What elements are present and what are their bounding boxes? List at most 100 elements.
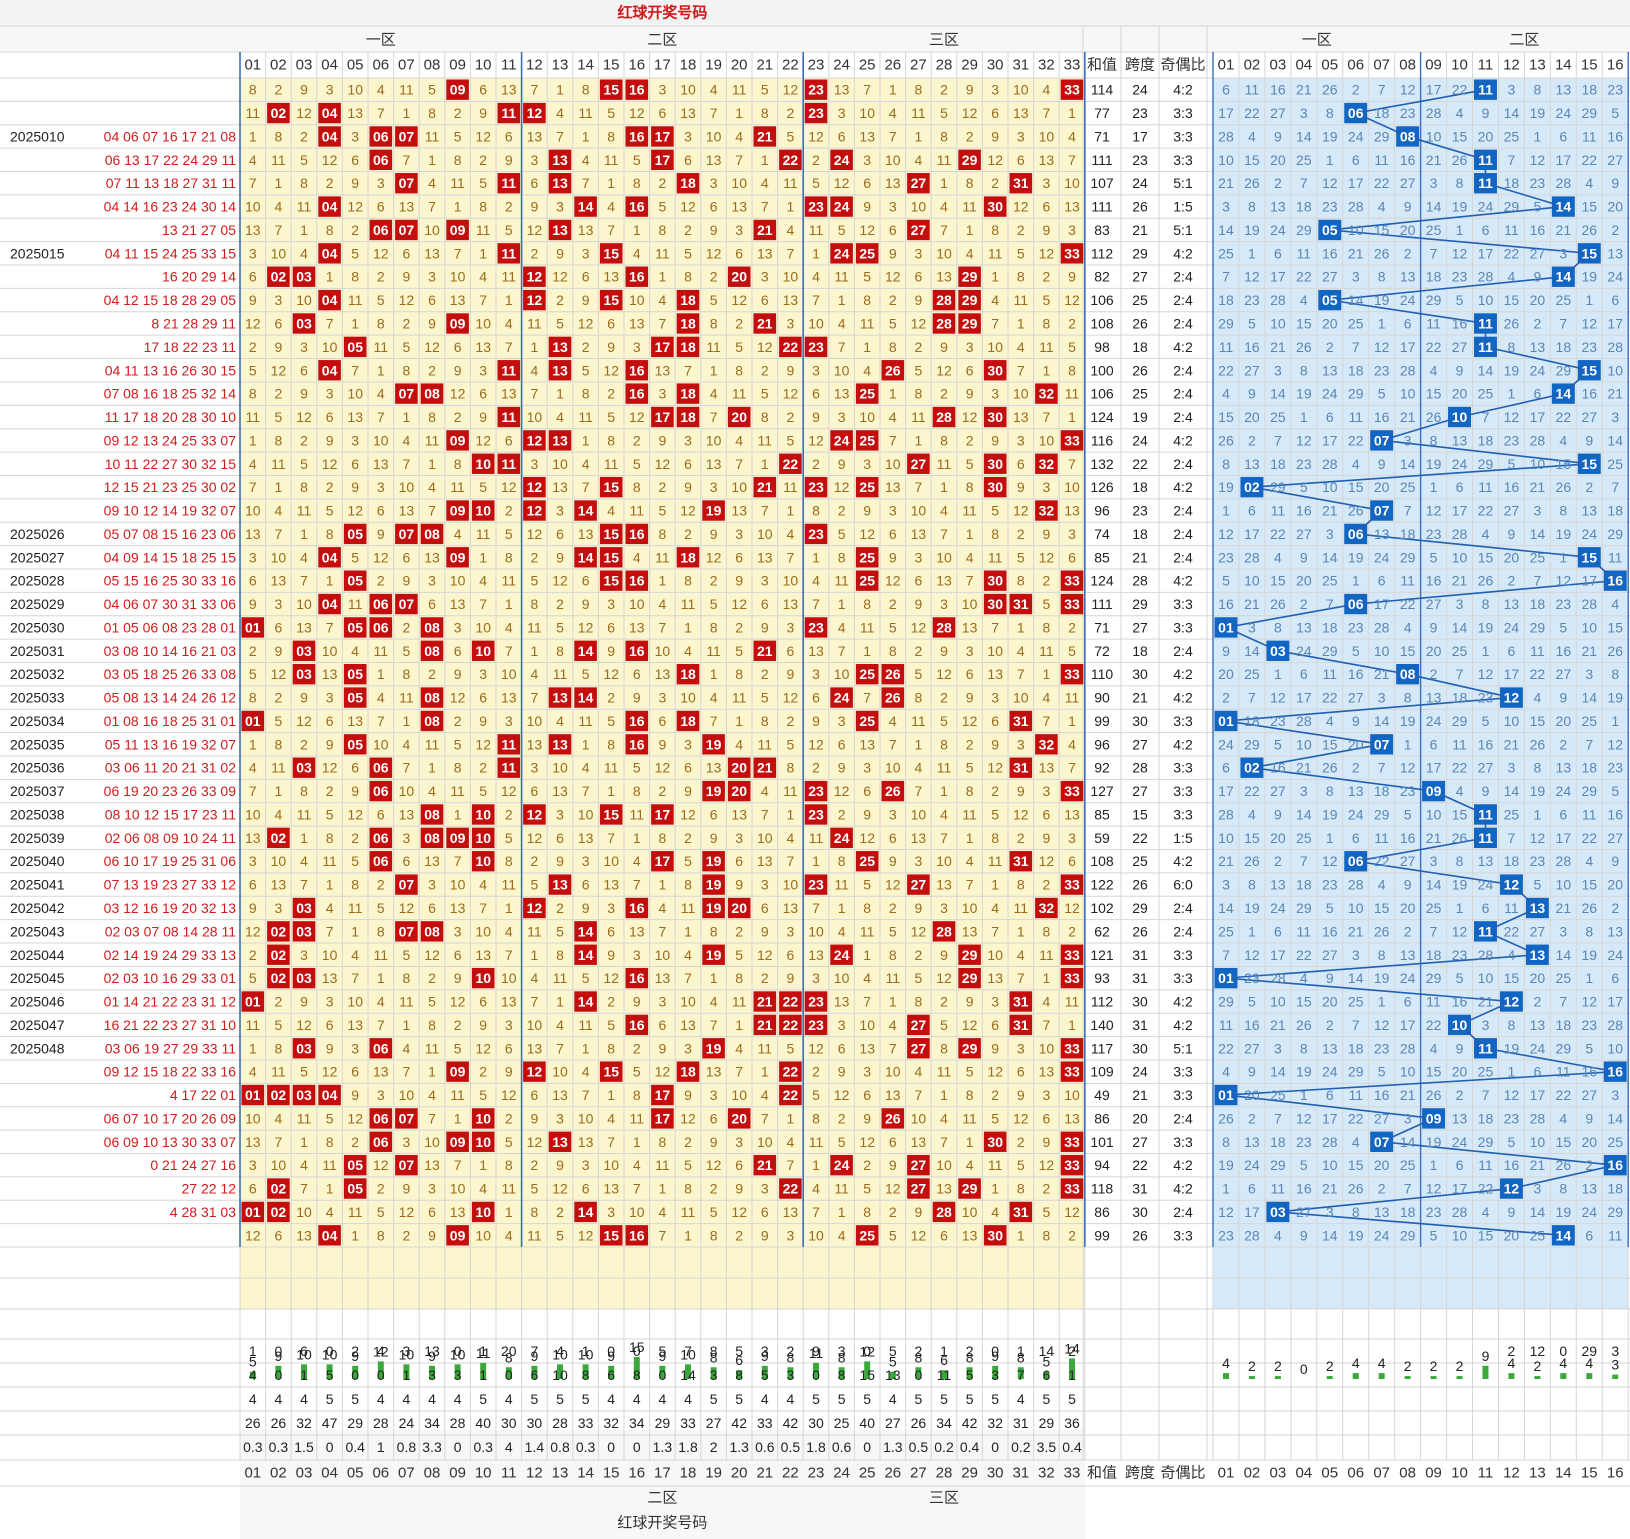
red-hit-number: 18 xyxy=(680,549,696,565)
red-col-number: 32 xyxy=(1038,57,1055,74)
red-appear-bar xyxy=(659,1365,666,1379)
red-hit-number: 03 xyxy=(296,269,312,285)
footer-blue-col-number: 04 xyxy=(1295,1465,1312,1482)
blue-omission-number: 10 xyxy=(1218,830,1234,846)
red-hit-number: 24 xyxy=(834,152,850,168)
blue-omission-number: 3 xyxy=(1508,82,1516,98)
draw-numbers: 07 11 13 18 27 31 11 xyxy=(106,175,236,191)
red-appear-bar xyxy=(992,1365,999,1379)
omission-number: 5 xyxy=(300,152,308,168)
red-stat-row4: 28 xyxy=(552,1415,568,1431)
blue-omission-number: 25 xyxy=(1452,643,1468,659)
blue-omission-number: 9 xyxy=(1508,526,1516,542)
red-hit-number: 23 xyxy=(808,1017,824,1033)
omission-number: 11 xyxy=(297,199,312,215)
blue-omission-number: 9 xyxy=(1222,643,1230,659)
blue-omission-number: 23 xyxy=(1270,713,1286,729)
blue-appear-value: 4 xyxy=(1352,1355,1360,1371)
omission-number: 12 xyxy=(706,245,722,261)
omission-number: 9 xyxy=(1068,269,1076,285)
blue-omission-number: 24 xyxy=(1556,783,1572,799)
blue-omission-number: 5 xyxy=(1508,1134,1516,1150)
blue-omission-number: 21 xyxy=(1426,830,1442,846)
blue-omission-number: 24 xyxy=(1556,105,1572,121)
blue-omission-number: 24 xyxy=(1218,736,1234,752)
blue-omission-number: 27 xyxy=(1374,1110,1390,1126)
blue-omission-number: 22 xyxy=(1530,666,1546,682)
red-hit-number: 24 xyxy=(834,830,850,846)
red-hit-cell xyxy=(651,126,674,147)
draw-numbers: 06 10 17 19 25 31 06 xyxy=(104,853,237,869)
red-hit-cell xyxy=(292,640,316,661)
blue-omission-number: 15 xyxy=(1270,573,1286,589)
blue-omission-number: 12 xyxy=(1322,853,1338,869)
omission-number: 10 xyxy=(962,1204,978,1220)
omission-number: 3 xyxy=(556,503,564,519)
omission-number: 8 xyxy=(991,526,999,542)
omission-number: 13 xyxy=(245,1134,261,1150)
red-hit-cell xyxy=(420,523,444,545)
red-stat-row1: 4 xyxy=(556,1343,564,1359)
omission-number: 11 xyxy=(246,409,261,425)
blue-omission-number: 4 xyxy=(1300,970,1308,986)
blue-hit-number: 11 xyxy=(1478,830,1493,846)
red-col-number: 24 xyxy=(833,57,850,74)
blue-omission-number: 13 xyxy=(1374,526,1390,542)
red-hit-cell xyxy=(804,1014,828,1036)
red-hit-number: 23 xyxy=(808,82,824,98)
odd-even-value: 3:3 xyxy=(1173,1064,1193,1080)
omission-number: 7 xyxy=(275,526,283,542)
omission-number: 8 xyxy=(300,175,308,191)
red-stat-row5: 0.4 xyxy=(345,1439,365,1455)
red-hit-cell xyxy=(446,1061,469,1082)
sum-value: 85 xyxy=(1094,549,1110,565)
blue-omission-number: 7 xyxy=(1482,1087,1490,1103)
draw-numbers: 07 08 16 18 25 32 14 xyxy=(104,386,237,402)
omission-number: 3 xyxy=(428,1181,436,1197)
footer-red-col-number: 26 xyxy=(884,1465,901,1482)
omission-number: 3 xyxy=(659,690,667,706)
red-stat-row2: 8 xyxy=(633,1367,641,1383)
red-hit-number: 13 xyxy=(552,362,568,378)
omission-number: 10 xyxy=(859,105,875,121)
red-hit-number: 05 xyxy=(347,339,363,355)
blue-omission-number: 18 xyxy=(1426,947,1442,963)
omission-number: 10 xyxy=(834,666,850,682)
red-appear-value: 8 xyxy=(915,1349,923,1365)
red-stat-row2: 5 xyxy=(326,1367,334,1383)
omission-number: 11 xyxy=(655,1157,670,1173)
red-hit-cell xyxy=(599,547,623,568)
issue-number: 2025046 xyxy=(10,994,65,1010)
omission-number: 8 xyxy=(915,82,923,98)
sum-value: 86 xyxy=(1094,1204,1110,1220)
omission-number: 5 xyxy=(556,923,564,939)
red-stat-row5: 1.3 xyxy=(729,1439,749,1455)
blue-omission-number: 2 xyxy=(1611,900,1619,916)
omission-number: 2 xyxy=(505,1110,513,1126)
blue-stat-row1: 2 xyxy=(1508,1343,1516,1359)
omission-number: 10 xyxy=(936,853,952,869)
blue-omission-number: 15 xyxy=(1244,152,1260,168)
blue-omission-number: 2 xyxy=(1300,596,1308,612)
blue-omission-number: 6 xyxy=(1326,1087,1334,1103)
blue-omission-number: 17 xyxy=(1530,1087,1546,1103)
omission-number: 6 xyxy=(454,339,462,355)
blue-omission-number: 3 xyxy=(1222,199,1230,215)
omission-number: 11 xyxy=(476,222,491,238)
blue-omission-number: 22 xyxy=(1322,690,1338,706)
omission-number: 11 xyxy=(988,245,1003,261)
blue-omission-number: 17 xyxy=(1400,339,1416,355)
red-hit-number: 13 xyxy=(552,736,568,752)
blue-omission-number: 14 xyxy=(1374,713,1390,729)
blue-appear-bar xyxy=(1430,1376,1437,1379)
blue-hit-number: 07 xyxy=(1374,432,1390,448)
blue-omission-number: 21 xyxy=(1400,1087,1416,1103)
sum-value: 85 xyxy=(1094,806,1110,822)
omission-number: 9 xyxy=(991,736,999,752)
omission-number: 9 xyxy=(710,526,718,542)
red-hit-cell xyxy=(318,243,341,264)
blue-omission-number: 29 xyxy=(1296,900,1312,916)
omission-number: 7 xyxy=(249,479,257,495)
blue-omission-number: 19 xyxy=(1581,947,1597,963)
omission-number: 11 xyxy=(911,105,926,121)
